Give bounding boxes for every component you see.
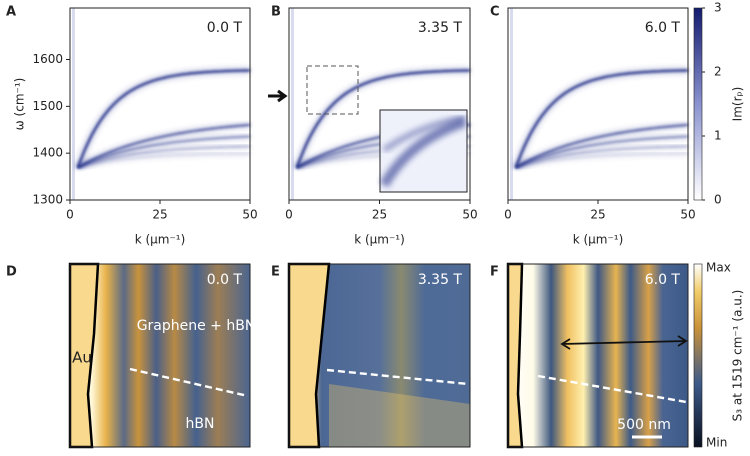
colorbar-tick-label: 2 [714,65,722,79]
zoom-box [306,65,359,115]
panel-label: D [6,265,17,280]
x-tick-label: 0 [285,208,293,222]
colorbar-max: Max [706,261,731,275]
image-frame [69,263,251,448]
y-axis-label: ω (cm⁻¹) [13,78,27,131]
x-axis-label: k (μm⁻¹) [573,233,624,247]
interface-line [129,367,249,398]
colorbar-label: Im(rₚ) [731,87,745,122]
image-frame [288,263,471,448]
gold-contact [506,262,524,449]
plot-area [507,7,689,201]
interface-line [537,374,687,404]
y-tick-label: 1400 [32,146,63,160]
field-label: 0.0 T [207,20,243,36]
colorbar-tick-label: 3 [714,1,722,15]
sample-image [70,264,250,447]
region-label: Graphene + hBN [137,318,256,334]
image-frame [507,263,689,448]
x-axis-label: k (μm⁻¹) [135,233,186,247]
light-line [510,8,513,200]
field-label: 3.35 T [418,272,463,288]
y-tick-label: 1300 [32,193,63,207]
inset-mode [382,115,466,153]
x-tick-label: 50 [242,208,257,222]
x-tick-label: 50 [462,208,477,222]
region-label: hBN [186,416,215,432]
mode-line [515,135,689,169]
x-tick-label: 50 [680,208,695,222]
x-tick-label: 0 [504,208,512,222]
x-tick-label: 25 [152,208,167,222]
mode-line [77,145,251,168]
mode-line [515,123,689,169]
au-label: Au [72,349,92,367]
panel-label: F [490,265,499,280]
colorbar [693,7,703,201]
panel-label: A [6,5,16,20]
bright-region [329,384,470,447]
mode-line [77,123,251,169]
mode-line [76,69,251,168]
colorbar [693,263,703,448]
interface-line [326,368,469,386]
field-label: 6.0 T [645,272,681,288]
mode-line [77,153,250,168]
mode-line [77,135,251,169]
field-label: 3.35 T [418,20,463,36]
sample-image [508,264,688,447]
mode-line [515,145,689,168]
inset-mode [379,117,467,188]
x-tick-label: 0 [66,208,74,222]
arrow [268,89,288,103]
field-label: 0.0 T [207,272,243,288]
scale-bar-label: 500 nm [617,417,671,433]
y-tick-label: 1600 [32,52,63,66]
colorbar-tick-label: 0 [714,193,722,207]
y-tick-label: 1500 [32,99,63,113]
mode-line [514,69,689,168]
plot-background [508,8,688,200]
colorbar-label: S₃ at 1519 cm⁻¹ (a.u.) [731,290,745,422]
colorbar-tick-label: 1 [714,129,722,143]
light-line [291,8,294,200]
plot-background [70,8,250,200]
panel-label: E [271,265,280,280]
double-arrow [560,335,688,350]
field-label: 6.0 T [645,20,681,36]
colorbar-min: Min [706,436,727,450]
x-tick-label: 25 [590,208,605,222]
panel-label: C [490,5,500,20]
region-label: Graphene + hBN [137,318,256,334]
x-tick-label: 25 [372,208,387,222]
light-line [72,8,75,200]
plot-area [69,7,251,201]
mode-line [515,153,688,168]
x-axis-label: k (μm⁻¹) [354,233,405,247]
panel-label: B [271,5,281,20]
mode-line [295,69,471,168]
